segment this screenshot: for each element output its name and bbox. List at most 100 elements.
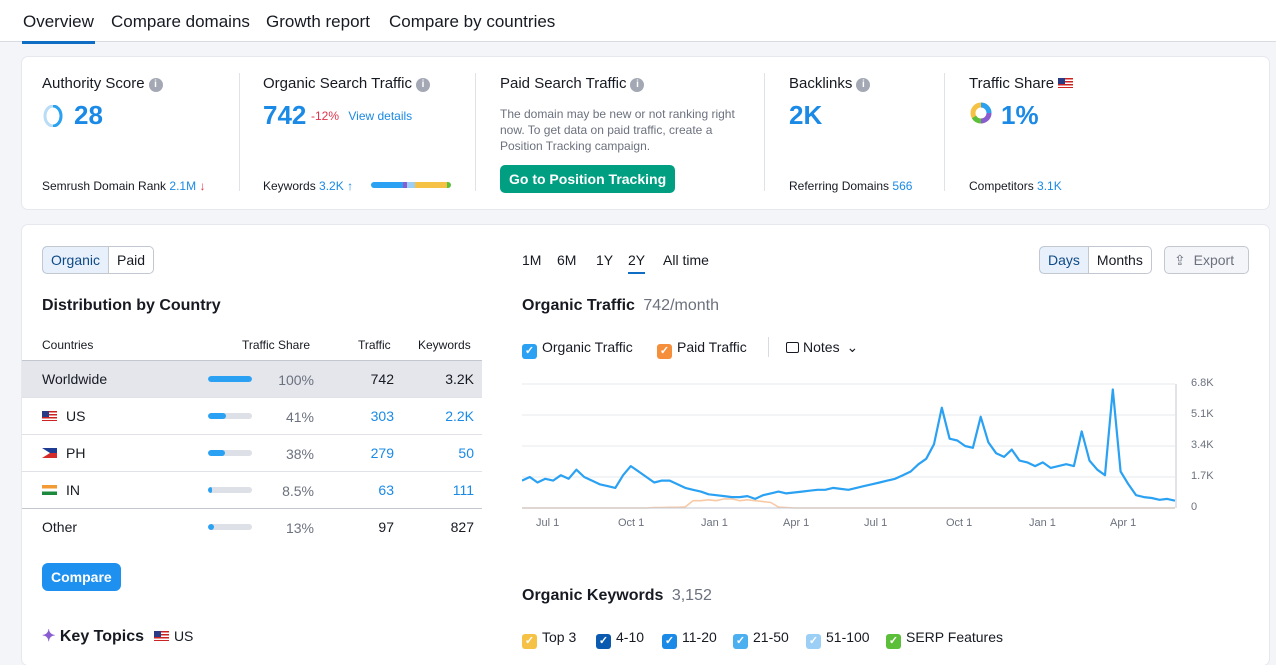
legend-paid-traffic[interactable]: ✓ Paid Traffic: [657, 339, 747, 359]
legend-organic-traffic[interactable]: ✓ Organic Traffic: [522, 339, 633, 359]
col-traffic-share: Traffic Share: [242, 338, 311, 352]
export-button[interactable]: ⇪ Export: [1164, 246, 1249, 274]
x-tick-label: Apr 1: [1110, 517, 1137, 529]
kw-legend-4-10[interactable]: ✓ 4-10: [596, 629, 644, 649]
referring-domains-value[interactable]: 566: [892, 179, 913, 193]
organic-traffic-chart: [522, 383, 1177, 509]
traffic-value[interactable]: 63: [378, 482, 394, 498]
backlinks-title: Backlinks i: [789, 75, 871, 92]
organic-paid-toggle: Organic Paid: [42, 246, 155, 274]
period-2y[interactable]: 2Y: [628, 252, 646, 274]
divider: [22, 360, 482, 361]
traffic-share-value: 38%: [285, 446, 314, 462]
us-flag-icon: [42, 411, 57, 421]
key-topics: ✦ Key Topics US: [42, 628, 194, 645]
arrow-up-icon: ↑: [347, 179, 354, 193]
notes-icon: [786, 342, 799, 353]
keywords-value[interactable]: 2.2K: [445, 408, 474, 424]
chevron-down-icon: ⌄: [846, 339, 859, 355]
kw-legend-serp-features[interactable]: ✓ SERP Features: [886, 629, 1003, 649]
y-tick-label: 0: [1191, 501, 1198, 513]
paid-traffic-title: Paid Search Traffic i: [500, 75, 645, 92]
authority-score-title: Authority Score i: [42, 75, 163, 92]
organic-toggle-button[interactable]: Organic: [43, 247, 110, 273]
authority-score-metric: Authority Score i 28 Semrush Domain Rank …: [42, 75, 242, 227]
keywords-count: Keywords 3.2K ↑: [263, 179, 354, 193]
x-tick-label: Jan 1: [1029, 517, 1056, 529]
traffic-value[interactable]: 279: [370, 445, 394, 461]
tab-compare-by-countries[interactable]: Compare by countries: [389, 12, 556, 31]
tab-overview[interactable]: Overview: [22, 12, 95, 44]
keywords-distribution-bar: [371, 182, 451, 188]
traffic-share-bar: [208, 524, 252, 530]
info-icon[interactable]: i: [415, 78, 430, 92]
divider: [764, 73, 765, 191]
country-row-other[interactable]: Other 13% 97 827: [22, 509, 482, 546]
country-row-in[interactable]: IN 8.5% 63 111: [22, 472, 482, 509]
kw-legend-11-20[interactable]: ✓ 11-20: [662, 629, 717, 649]
referring-domains: Referring Domains 566: [789, 179, 913, 193]
checkbox-checked-icon: ✓: [662, 634, 677, 649]
arrow-down-icon: ↓: [199, 179, 206, 193]
tab-growth-report[interactable]: Growth report: [266, 12, 370, 31]
period-all-time[interactable]: All time: [663, 252, 709, 268]
days-button[interactable]: Days: [1039, 247, 1089, 273]
traffic-value[interactable]: 303: [370, 408, 394, 424]
col-traffic: Traffic: [358, 338, 391, 352]
divider: [475, 73, 476, 191]
us-flag-icon: [1058, 78, 1074, 88]
organic-keywords-title: Organic Keywords 3,152: [522, 587, 712, 604]
compare-button[interactable]: Compare: [42, 563, 121, 591]
checkbox-checked-icon: ✓: [522, 344, 537, 359]
x-tick-label: Apr 1: [783, 517, 810, 529]
competitors-value[interactable]: 3.1K: [1037, 179, 1062, 193]
kw-legend-21-50[interactable]: ✓ 21-50: [733, 629, 789, 649]
organic-traffic-subtitle: 742/month: [643, 297, 719, 314]
backlinks-metric: Backlinks i 2K Referring Domains 566: [789, 75, 949, 227]
country-row-us[interactable]: US 41% 303 2.2K: [22, 398, 482, 435]
traffic-share-bar: [208, 450, 252, 456]
tab-compare-domains[interactable]: Compare domains: [111, 12, 250, 31]
go-to-position-tracking-button[interactable]: Go to Position Tracking: [500, 165, 676, 193]
domain-rank-value[interactable]: 2.1M: [169, 179, 197, 193]
kw-legend-51-100[interactable]: ✓ 51-100: [806, 629, 870, 649]
info-icon[interactable]: i: [630, 78, 645, 92]
main-card: [22, 225, 1269, 665]
months-button[interactable]: Months: [1087, 247, 1151, 273]
country-row-ph[interactable]: PH 38% 279 50: [22, 435, 482, 472]
in-flag-icon: [42, 485, 57, 495]
period-6m[interactable]: 6M: [557, 252, 577, 268]
competitors: Competitors 3.1K: [969, 179, 1062, 193]
info-icon[interactable]: i: [856, 78, 871, 92]
granularity-toggle: Days Months: [1039, 246, 1152, 274]
organic-traffic-title: Organic Search Traffic i: [263, 75, 430, 92]
keywords-value[interactable]: 3.2K: [319, 179, 344, 193]
info-icon[interactable]: i: [148, 78, 163, 92]
traffic-share-bar: [208, 487, 252, 493]
paid-traffic-message: The domain may be new or not ranking rig…: [500, 107, 735, 153]
kw-legend-top-3[interactable]: ✓ Top 3: [522, 629, 576, 649]
organic-traffic-metric: Organic Search Traffic i 742 -12% View de…: [263, 75, 483, 227]
paid-toggle-button[interactable]: Paid: [108, 247, 153, 273]
distribution-heading: Distribution by Country: [42, 297, 221, 314]
traffic-share-metric: Traffic Share 1% Competitors 3.1K: [969, 75, 1169, 227]
period-1y[interactable]: 1Y: [596, 252, 614, 268]
notes-dropdown[interactable]: Notes ⌄: [786, 339, 858, 356]
country-name: Worldwide: [42, 371, 108, 387]
keywords-value[interactable]: 50: [458, 445, 474, 461]
organic-traffic-value: 742: [263, 100, 307, 130]
organic-change: -12%: [311, 109, 340, 123]
country-row-worldwide[interactable]: Worldwide 100% 742 3.2K: [22, 361, 482, 398]
col-keywords: Keywords: [418, 338, 471, 352]
backlinks-value: 2K: [789, 100, 823, 130]
x-tick-label: Jul 1: [536, 517, 560, 529]
sparkle-icon: ✦: [42, 628, 56, 645]
traffic-share-value: 13%: [285, 520, 314, 536]
traffic-share-title: Traffic Share: [969, 75, 1074, 92]
y-tick-label: 3.4K: [1191, 439, 1214, 451]
checkbox-checked-icon: ✓: [522, 634, 537, 649]
view-details-link[interactable]: View details: [348, 109, 413, 123]
top-navigation: Overview Compare domains Growth report C…: [0, 0, 1276, 44]
keywords-value[interactable]: 111: [452, 482, 474, 498]
period-1m[interactable]: 1M: [522, 252, 542, 268]
